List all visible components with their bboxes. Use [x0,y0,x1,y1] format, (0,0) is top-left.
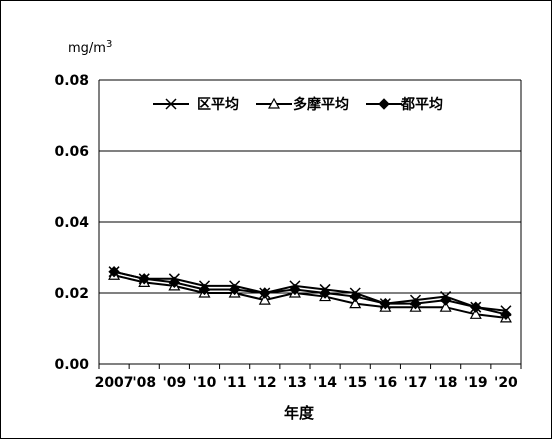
data-point-2 [439,300,452,312]
data-point-3 [379,297,392,310]
x-tick-label: '16 [373,375,397,391]
series-line-2 [113,274,507,319]
data-point-3 [409,297,422,310]
y-tick-label: 0.02 [54,286,89,302]
data-point-3 [138,273,150,285]
data-point-3 [500,308,512,321]
data-point-2 [258,293,271,305]
data-point-2 [349,297,362,309]
y-tick-label: 0.04 [54,215,89,231]
x-tick-label: 2007 [95,375,134,391]
x-tick-label: '19 [464,375,488,391]
y-tick-label: 0.00 [54,357,89,373]
x-tick-label: '13 [283,375,307,391]
data-point-3 [168,276,181,289]
data-point-3 [439,294,452,306]
data-point-3 [470,301,482,313]
legend-marker [378,98,390,110]
legend-marker [267,97,281,109]
x-tick-label: '12 [253,375,277,391]
x-axis-title: 年度 [284,404,315,422]
legend-label: 多摩平均 [293,96,349,113]
data-point-3 [289,283,301,296]
x-tick-label: '17 [404,375,428,391]
x-tick-label: '15 [343,375,367,391]
y-tick-label: 0.06 [54,144,89,160]
data-point-3 [198,283,211,296]
axis-layer [98,80,522,369]
x-tick-label: '09 [162,375,186,391]
data-point-3 [349,290,361,303]
series-layer [108,265,512,323]
x-tick-label: '20 [494,375,518,391]
data-point-3 [108,265,120,278]
x-tick-label: '10 [193,375,217,391]
legend-marker [165,98,177,110]
legend: 区平均 多摩平均 都平均 [153,96,443,113]
data-point-3 [319,287,331,299]
unit-superscript: 3 [106,39,112,50]
text-layer: mg/m3 年度 0.00 0.02 0.04 0.06 0.08 2007'08 '09 '… [54,39,518,422]
legend-label: 区平均 [197,96,239,113]
data-point-3 [259,287,271,299]
unit-label: mg/m3 [68,39,112,56]
legend-label: 都平均 [400,96,443,113]
x-tick-label: '08 [132,375,156,391]
grid-layer [99,79,521,365]
data-point-3 [228,283,241,296]
series-line-1 [113,270,507,312]
x-tick-label: '14 [313,375,337,391]
data-point-2 [469,308,482,319]
y-tick-label: 0.08 [54,73,89,89]
x-tick-label: '18 [434,375,458,391]
x-tick-label: '11 [223,375,247,391]
